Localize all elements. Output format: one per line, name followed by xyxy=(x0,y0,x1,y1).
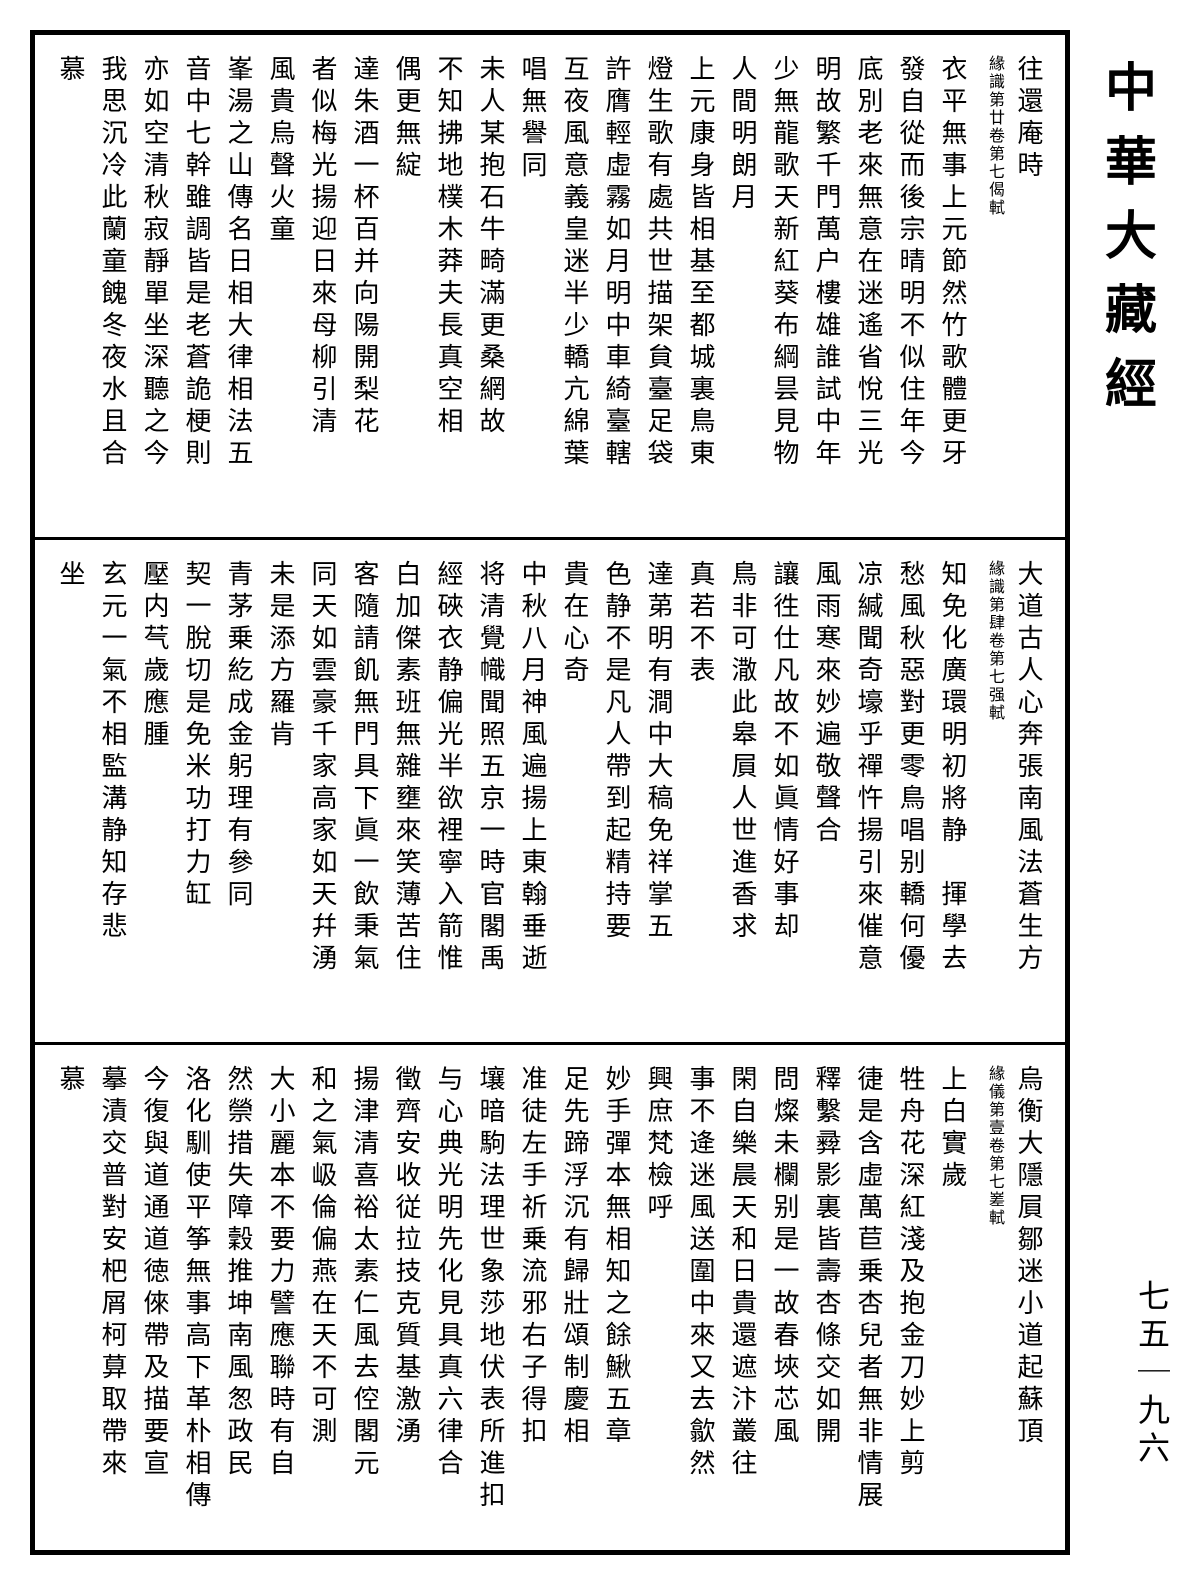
text-column: 底別老來無意在迷遙省悅三光 xyxy=(857,55,887,515)
text-column: 徢是含虛萬苣乗杏兒者無非情展 xyxy=(857,1065,887,1525)
text-column: 閑自樂晨天和日貴還遮汴叢往 xyxy=(731,1065,761,1525)
text-column: 慕 xyxy=(59,55,89,515)
text-column: 将清覺幟聞照五京一時官閣禹 xyxy=(479,560,509,1020)
text-column: 衣平無事上元節然竹歌體更牙 xyxy=(941,55,971,515)
book-title: 中華大藏經 xyxy=(1088,60,1163,430)
text-column: 緣儀第壹卷第七嵳軾 xyxy=(983,1065,1005,1525)
text-column: 人間明朗月 xyxy=(731,55,761,515)
text-column: 客隨請飢無門具下眞一飲秉氣 xyxy=(353,560,383,1020)
text-column: 同天如雲豪千家高家如天幷湧 xyxy=(311,560,341,1020)
text-column: 洛化馴使平筝無事高下革朴相傳 xyxy=(185,1065,215,1525)
text-column: 知免化廣環明初將静𠀁揮學去 xyxy=(941,560,971,1020)
text-column: 烏衡大隱屓鄒迷小道起蘇頂 xyxy=(1017,1065,1047,1525)
text-column: 妙手彈本無相知之餘鰍五章 xyxy=(605,1065,635,1525)
text-column: 音中七幹雖調皆是老蒼詭梗則 xyxy=(185,55,215,515)
text-column: 往還庵時 xyxy=(1017,55,1047,515)
text-column: 与心典光明先化見具真六律合 xyxy=(437,1065,467,1525)
text-column: 准徒左手祈乗流邪右子得扣 xyxy=(521,1065,551,1525)
text-column: 經硤衣静偏光半欲裡寧入箭惟 xyxy=(437,560,467,1020)
text-column: 風貴烏聲火童 xyxy=(269,55,299,515)
text-column: 釋繫彛影裏皆壽杏條交如開 xyxy=(815,1065,845,1525)
text-column: 燈生歌有處共世描架貟臺足袋 xyxy=(647,55,677,515)
text-column: 牲舟花深紅淺及抱金刀妙上剪 xyxy=(899,1065,929,1525)
text-column: 緣識第肆卷第七强軾 xyxy=(983,560,1005,1020)
text-column: 未是添方羅肯 xyxy=(269,560,299,1020)
text-column: 然禜措失障穀推坤南風怱政民 xyxy=(227,1065,257,1525)
page-number: 七五｜九六 xyxy=(1129,1279,1175,1469)
text-column: 壓内芞歲應腫 xyxy=(143,560,173,1020)
text-column: 慕 xyxy=(59,1065,89,1525)
text-column: 愁風秋惡對更零鳥唱别轎何優 xyxy=(899,560,929,1020)
text-column: 偶更無綻 xyxy=(395,55,425,515)
text-column: 少無龍歌天新紅葵布綱昙見物 xyxy=(773,55,803,515)
text-column: 中秋八月神風遍揚上東翰垂逝 xyxy=(521,560,551,1020)
text-column: 發自從而後宗晴明不似住年今 xyxy=(899,55,929,515)
main-frame: 往還庵時緣識第廿卷第七偈軾衣平無事上元節然竹歌體更牙發自從而後宗晴明不似住年今底… xyxy=(30,30,1070,1555)
text-column: 真若不表 xyxy=(689,560,719,1020)
text-column: 我思沉冷此蘭童餽冬夜水且合 xyxy=(101,55,131,515)
panel-middle: 大道古人心奔張南風法蒼生方緣識第肆卷第七强軾知免化廣環明初將静𠀁揮學去愁風秋惡對… xyxy=(35,540,1065,1045)
page-root: 中華大藏經 七五｜九六 往還庵時緣識第廿卷第七偈軾衣平無事上元節然竹歌體更牙發自… xyxy=(0,0,1190,1589)
text-column: 凉緘聞奇壕乎禪忤揚引來催意 xyxy=(857,560,887,1020)
text-column: 和之氣岋倫偏燕在天不可測 xyxy=(311,1065,341,1525)
text-column: 緣識第廿卷第七偈軾 xyxy=(983,55,1005,515)
text-column: 峯湯之山傳名日相大律相法五 xyxy=(227,55,257,515)
text-column: 達苐明有澗中大稿免祥掌五 xyxy=(647,560,677,1020)
text-column: 貴在心奇 xyxy=(563,560,593,1020)
text-column: 揚津清喜裕太素仁風去倥閣元 xyxy=(353,1065,383,1525)
text-column: 讓徃仕凡故不如眞情好事却 xyxy=(773,560,803,1020)
text-column: 契一脫切是免米功打力缸 xyxy=(185,560,215,1020)
text-column: 白加傑素班無雜壅來笑薄苦住 xyxy=(395,560,425,1020)
panel-bottom: 烏衡大隱屓鄒迷小道起蘇頂緣儀第壹卷第七嵳軾上白實歲牲舟花深紅淺及抱金刀妙上剪徢是… xyxy=(35,1045,1065,1550)
text-column: 上白實歲 xyxy=(941,1065,971,1525)
text-column: 壤暗駒法理世象莎地伏表所進扣 xyxy=(479,1065,509,1525)
text-column: 今復與道通道徳倈帶及描要宣 xyxy=(143,1065,173,1525)
text-column: 明故繁千門萬户樓雄誰試中年 xyxy=(815,55,845,515)
text-column: 未人某抱石牛畸滿更桑網故 xyxy=(479,55,509,515)
text-column: 亦如空清秋寂靜單坐深聽之今 xyxy=(143,55,173,515)
text-column: 者似梅光揚迎日來母柳引清 xyxy=(311,55,341,515)
text-column: 大小麗本不要力譬應聯時有自 xyxy=(269,1065,299,1525)
text-column: 興庶梵檢呼 xyxy=(647,1065,677,1525)
text-column: 不知拂地樸木莽夫長真空相 xyxy=(437,55,467,515)
text-column: 坐 xyxy=(59,560,89,1020)
text-column: 摹漬交普對安杷屑柯萛取帶來 xyxy=(101,1065,131,1525)
text-column: 鳥非可潵此皋屓人世進香求 xyxy=(731,560,761,1020)
text-column: 風雨寒來妙遍敬聲合 xyxy=(815,560,845,1020)
text-column: 事不逄迷風送圍中來又去歙然 xyxy=(689,1065,719,1525)
text-column: 青茅乗紇成金躬理有參同 xyxy=(227,560,257,1020)
text-column: 唱無譽同 xyxy=(521,55,551,515)
text-column: 大道古人心奔張南風法蒼生方 xyxy=(1017,560,1047,1020)
text-column: 上元康身皆相基至都城裏鳥東 xyxy=(689,55,719,515)
text-column: 達朱酒一杯百并向陽開梨花 xyxy=(353,55,383,515)
text-column: 互夜風意義皇迷半少轎亢綿葉 xyxy=(563,55,593,515)
panel-top: 往還庵時緣識第廿卷第七偈軾衣平無事上元節然竹歌體更牙發自從而後宗晴明不似住年今底… xyxy=(35,35,1065,540)
text-column: 足先蹄浮沉有歸壯頌制慶相 xyxy=(563,1065,593,1525)
text-column: 許膺輕虛霧如月明中車綺臺轄 xyxy=(605,55,635,515)
text-column: 玄元一氣不相監溝静知存悲 xyxy=(101,560,131,1020)
text-column: 問燦未欄别是一故春埉芯風 xyxy=(773,1065,803,1525)
text-column: 色静不是凡人帶到起精持要 xyxy=(605,560,635,1020)
text-column: 徵齊安收従拉技克質基激湧 xyxy=(395,1065,425,1525)
